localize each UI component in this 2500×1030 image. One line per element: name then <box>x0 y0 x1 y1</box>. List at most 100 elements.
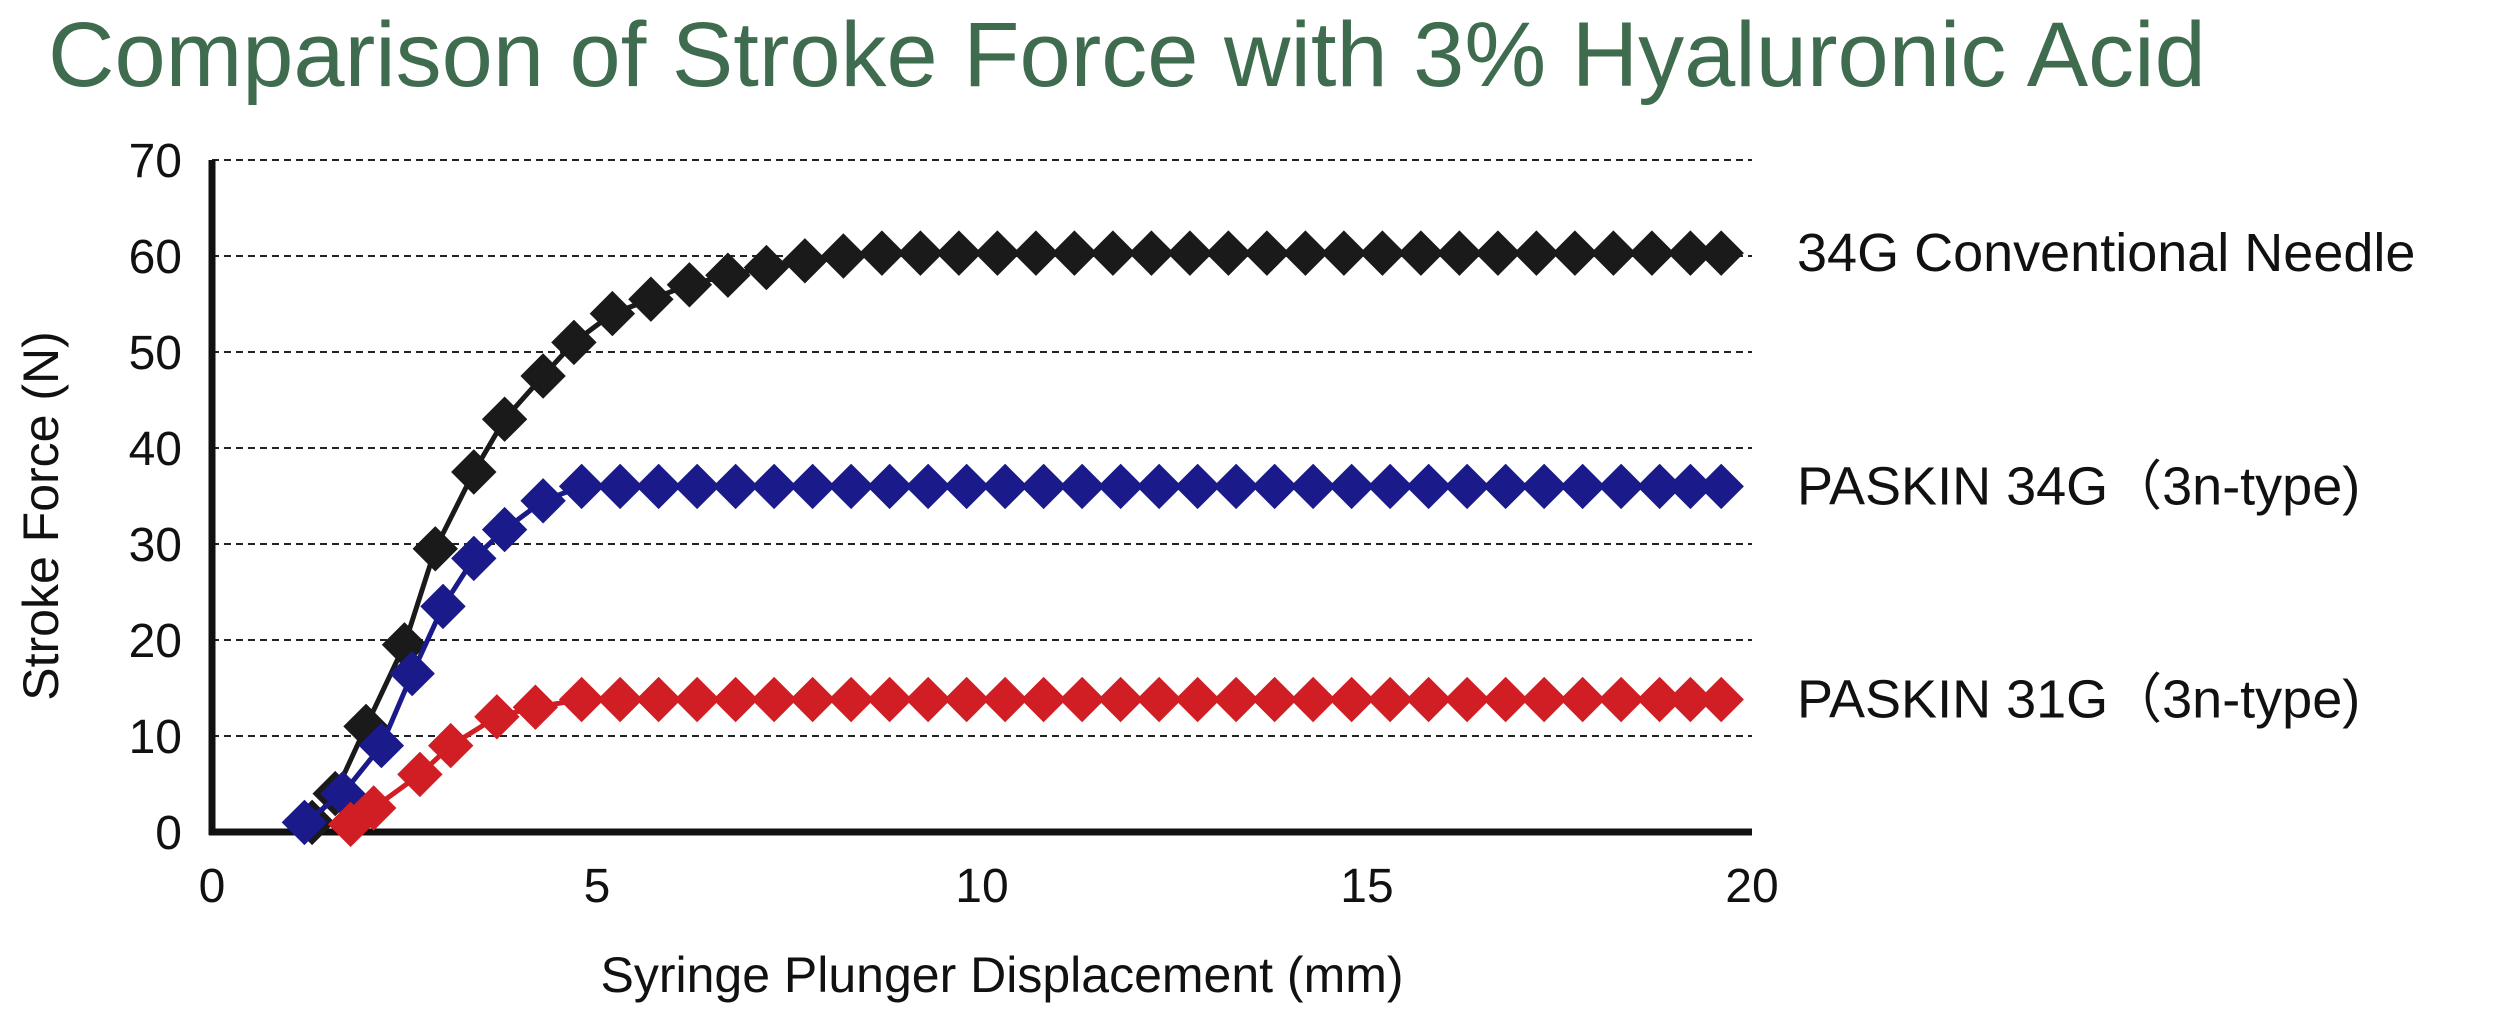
data-point <box>1521 463 1567 510</box>
data-point <box>427 722 474 769</box>
data-point <box>1521 676 1567 723</box>
data-point <box>1367 676 1413 723</box>
data-point <box>674 676 720 723</box>
data-point <box>897 230 944 276</box>
series-label: PASKIN 34G（3n-type) <box>1797 456 2360 516</box>
data-point <box>866 463 913 510</box>
data-point <box>420 583 466 630</box>
data-point <box>1590 230 1637 276</box>
data-point <box>1629 230 1675 276</box>
data-point <box>1698 230 1744 276</box>
data-point <box>512 684 559 730</box>
data-point <box>1244 230 1290 276</box>
data-point <box>1405 463 1452 510</box>
data-point <box>520 478 566 524</box>
data-point <box>828 676 874 723</box>
data-point <box>1482 676 1529 723</box>
data-point <box>982 676 1028 723</box>
data-point <box>1090 230 1136 276</box>
data-point <box>789 676 836 723</box>
x-tick-label: 15 <box>1340 860 1393 913</box>
data-point <box>828 463 874 510</box>
series-2 <box>281 463 1744 846</box>
data-point <box>1667 230 1714 276</box>
data-point <box>1598 676 1644 723</box>
x-tick-label: 0 <box>199 860 226 913</box>
data-point <box>481 396 528 442</box>
x-tick-label: 5 <box>584 860 611 913</box>
chart-title: Comparison of Stroke Force with 3% Hyalu… <box>48 4 2206 106</box>
data-point <box>1698 463 1744 510</box>
data-point <box>674 463 720 510</box>
data-point <box>1513 230 1560 276</box>
data-point <box>859 230 905 276</box>
data-point <box>820 233 867 279</box>
series-labels: 34G Conventional Needle PASKIN 34G（3n-typ… <box>1797 223 2415 729</box>
data-point <box>943 463 990 510</box>
data-point <box>628 276 674 322</box>
data-point <box>558 676 605 723</box>
data-point <box>451 535 497 582</box>
data-point <box>751 676 797 723</box>
data-point <box>1698 676 1744 723</box>
data-point <box>1251 463 1298 510</box>
data-point <box>1167 230 1213 276</box>
data-point <box>412 526 459 572</box>
y-tick-label: 40 <box>129 423 182 476</box>
data-point <box>1636 676 1683 723</box>
data-point <box>751 463 797 510</box>
data-point <box>1013 230 1059 276</box>
data-point <box>1636 463 1683 510</box>
data-point <box>1559 676 1606 723</box>
data-point <box>1097 463 1144 510</box>
data-point <box>1174 676 1221 723</box>
data-point <box>1367 463 1413 510</box>
data-point <box>1020 463 1067 510</box>
data-point <box>1059 463 1105 510</box>
y-tick-label: 0 <box>155 807 182 860</box>
data-point <box>597 463 643 510</box>
data-point <box>1136 463 1182 510</box>
data-point <box>281 799 328 846</box>
data-point <box>905 463 951 510</box>
data-point <box>1552 230 1598 276</box>
data-point <box>1251 676 1298 723</box>
data-point <box>1136 676 1182 723</box>
series-line <box>349 697 1722 827</box>
series-line <box>310 250 1722 824</box>
data-point <box>1598 463 1644 510</box>
data-point <box>551 319 597 366</box>
data-point <box>635 463 682 510</box>
data-point <box>1213 463 1259 510</box>
data-point <box>558 463 605 510</box>
y-axis-label: Stroke Force (N) <box>13 331 69 701</box>
y-tick-labels: 0 10 20 30 40 50 60 70 <box>129 135 182 860</box>
data-point <box>1328 463 1375 510</box>
data-point <box>1290 676 1336 723</box>
data-point <box>1205 230 1252 276</box>
data-point <box>397 751 443 798</box>
y-tick-label: 30 <box>129 519 182 572</box>
data-point <box>1328 676 1375 723</box>
data-point <box>666 262 713 308</box>
y-tick-label: 20 <box>129 615 182 668</box>
data-point <box>1213 676 1259 723</box>
x-axis-label: Syringe Plunger Displacement (mm) <box>600 947 1403 1003</box>
data-point <box>712 463 759 510</box>
data-point <box>1667 676 1714 723</box>
data-point <box>1405 676 1452 723</box>
data-point <box>1398 230 1444 276</box>
data-point <box>943 676 990 723</box>
data-point <box>1321 230 1367 276</box>
data-point <box>358 722 405 769</box>
x-tick-label: 10 <box>955 860 1008 913</box>
series-group <box>281 230 1744 848</box>
series-3 <box>327 676 1744 848</box>
data-point <box>481 506 528 553</box>
data-point <box>1436 230 1483 276</box>
data-point <box>474 694 520 740</box>
data-point <box>1059 676 1105 723</box>
data-point <box>1051 230 1098 276</box>
data-point <box>936 230 982 276</box>
